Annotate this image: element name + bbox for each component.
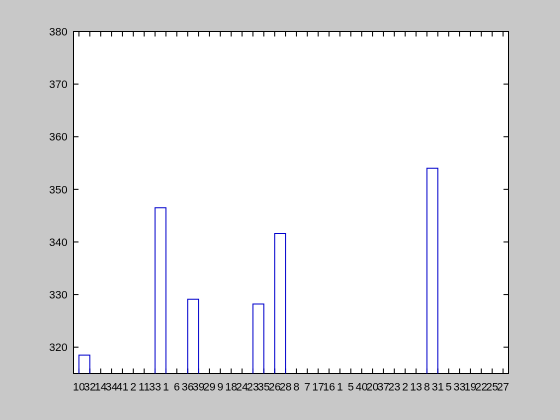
dendrogram-link	[154, 207, 167, 374]
y-tick-label: 350	[49, 184, 67, 196]
dendrogram-links	[78, 167, 439, 374]
x-tick-label: 23	[388, 382, 400, 394]
x-tick-label: 25	[486, 382, 498, 394]
x-tick-label: 5	[446, 382, 452, 394]
y-axis: 320 330 340 350 360 370 380	[49, 27, 509, 354]
x-tick-label: 22	[475, 382, 487, 394]
x-tick-label: 33	[149, 382, 161, 394]
x-tick-label: 18	[225, 382, 237, 394]
x-tick-label: 20	[366, 382, 378, 394]
plot-area	[73, 31, 509, 374]
x-tick-label: 7	[304, 382, 310, 394]
x-tick-label: 10	[73, 382, 85, 394]
x-tick-label: 2	[402, 382, 408, 394]
x-tick-label: 2	[130, 382, 136, 394]
y-tick-label: 330	[49, 290, 67, 302]
x-tick-label: 8	[293, 382, 299, 394]
x-tick-label: 33	[453, 382, 465, 394]
x-tick-label: 5	[348, 382, 354, 394]
x-tick-label: 29	[203, 382, 215, 394]
x-tick-label: 1	[337, 382, 343, 394]
dendrogram-link	[187, 298, 200, 374]
x-tick-label: 8	[424, 382, 430, 394]
dendrogram-link	[78, 354, 91, 374]
y-tick-label: 340	[49, 237, 67, 249]
x-tick-label: 39	[192, 382, 204, 394]
y-tick-label: 380	[49, 27, 67, 39]
dendrogram-link	[252, 303, 265, 374]
x-tick-label: 11	[138, 382, 149, 394]
x-tick-label: 17	[312, 382, 324, 394]
x-tick-label: 40	[356, 382, 368, 394]
x-tick-label: 1	[163, 382, 169, 394]
x-tick-label: 35	[258, 382, 270, 394]
x-tick-label: 14	[95, 382, 107, 394]
x-tick-label: 23	[247, 382, 259, 394]
x-tick-label: 16	[323, 382, 335, 394]
x-tick-label: 9	[217, 382, 223, 394]
x-tick-label: 41	[116, 382, 128, 394]
x-tick-label: 36	[182, 382, 194, 394]
x-tick-label: 19	[464, 382, 476, 394]
x-tick-label: 24	[236, 382, 248, 394]
x-tick-label: 27	[497, 382, 509, 394]
dendrogram-link	[274, 233, 287, 374]
x-tick-label: 28	[279, 382, 291, 394]
y-tick-label: 370	[49, 79, 67, 91]
x-tick-label: 37	[377, 382, 389, 394]
y-tick-label: 360	[49, 132, 67, 144]
x-tick-label: 31	[432, 382, 444, 394]
y-tick-label: 320	[49, 342, 67, 354]
x-tick-label: 32	[84, 382, 96, 394]
x-tick-label: 26	[269, 382, 281, 394]
dendrogram-link	[426, 167, 439, 374]
x-tick-label: 6	[174, 382, 180, 394]
x-tick-label: 34	[105, 382, 117, 394]
x-tick-label: 13	[410, 382, 422, 394]
